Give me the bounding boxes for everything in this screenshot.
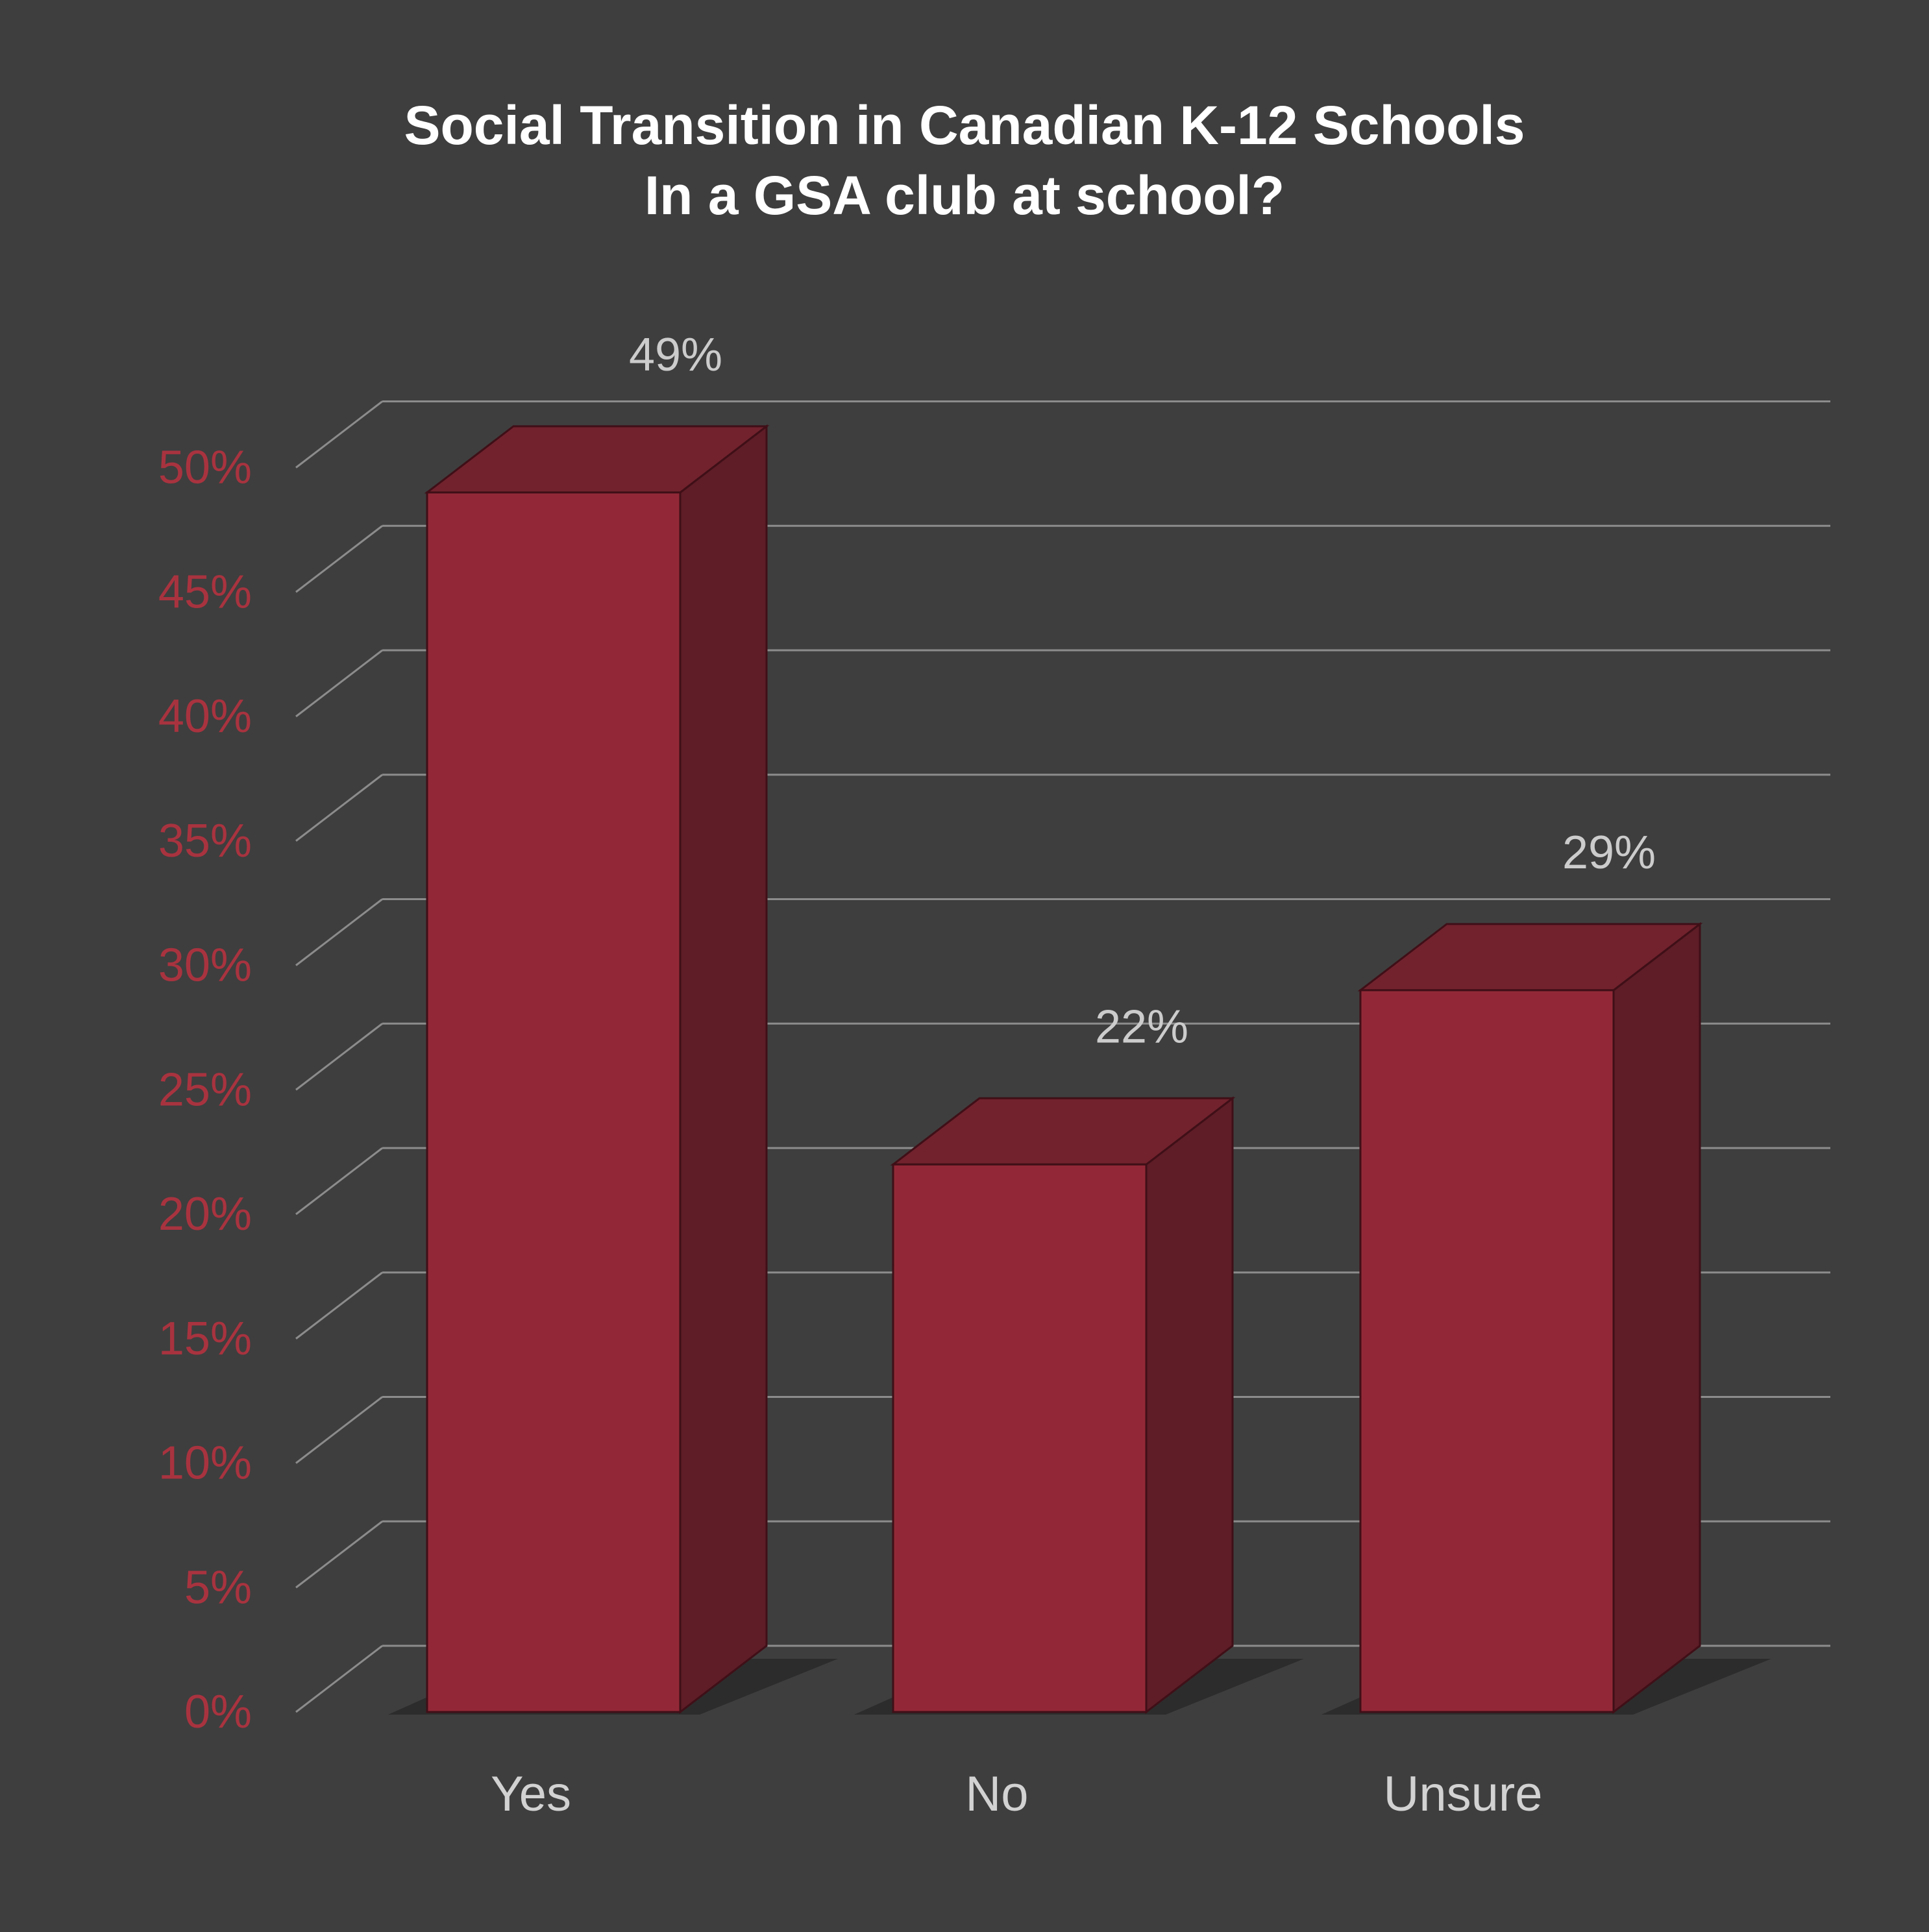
bar-unsure (1359, 989, 1615, 1713)
category-labels: Yes No Unsure (491, 1767, 1542, 1822)
gridline-diagonal (295, 1645, 383, 1713)
value-label: 22% (1095, 1001, 1188, 1053)
gridline-diagonal (295, 1271, 383, 1339)
category-label: Yes (491, 1767, 571, 1822)
bar-side (1145, 1096, 1234, 1715)
bar-side (679, 424, 768, 1715)
value-label: 29% (1562, 827, 1656, 879)
bars-layer (424, 424, 1703, 1715)
bar-yes (426, 491, 682, 1713)
category-label: No (965, 1767, 1028, 1822)
y-tick-label: 20% (158, 1188, 252, 1240)
gridline-diagonal (295, 1147, 383, 1216)
gridline-diagonal (295, 1396, 383, 1464)
y-tick-label: 45% (158, 566, 252, 618)
category-label: Unsure (1384, 1767, 1543, 1822)
y-tick-label: 30% (158, 940, 252, 992)
gridline-diagonal (295, 898, 383, 966)
gridline-diagonal (295, 774, 383, 842)
bar-no (892, 1163, 1148, 1713)
gridline-diagonal (295, 1521, 383, 1589)
value-label: 49% (629, 329, 722, 381)
y-tick-label: 40% (158, 691, 252, 742)
y-tick-label: 0% (184, 1686, 252, 1738)
chart-subtitle: In a GSA club at school? (645, 165, 1284, 226)
bar-side (1612, 922, 1701, 1715)
gridline-diagonal (295, 649, 383, 718)
y-tick-label: 10% (158, 1437, 252, 1489)
y-tick-label: 35% (158, 815, 252, 867)
y-tick-label: 25% (158, 1064, 252, 1116)
chart-title: Social Transition in Canadian K-12 Schoo… (404, 95, 1525, 156)
y-tick-label: 50% (158, 442, 252, 494)
y-tick-label: 5% (184, 1561, 252, 1613)
gridline-diagonal (295, 525, 383, 593)
y-tick-labels: 0% 5% 10% 15% 20% 25% 30% 35% 40% 45% 50% (158, 442, 252, 1739)
value-labels: 49% 22% 29% (629, 329, 1656, 1053)
gridline-diagonal (295, 400, 383, 469)
y-tick-label: 15% (158, 1313, 252, 1365)
gridline-diagonal (295, 1023, 383, 1091)
